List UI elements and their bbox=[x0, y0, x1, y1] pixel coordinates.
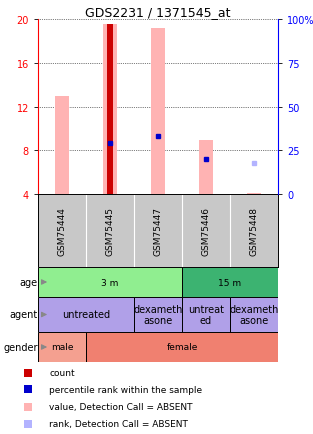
Text: agent: agent bbox=[10, 310, 38, 320]
Text: percentile rank within the sample: percentile rank within the sample bbox=[49, 385, 202, 394]
Bar bbox=[134, 297, 182, 332]
Bar bbox=[86, 332, 278, 362]
Bar bbox=[151, 29, 165, 194]
Bar bbox=[247, 193, 261, 194]
Text: age: age bbox=[20, 277, 38, 287]
Bar bbox=[182, 267, 278, 297]
Text: count: count bbox=[49, 368, 75, 378]
Text: GSM75446: GSM75446 bbox=[202, 207, 211, 256]
Text: GSM75444: GSM75444 bbox=[58, 207, 66, 255]
Bar bbox=[38, 332, 86, 362]
Text: rank, Detection Call = ABSENT: rank, Detection Call = ABSENT bbox=[49, 419, 188, 428]
Text: GSM75445: GSM75445 bbox=[105, 207, 115, 256]
Text: dexameth
asone: dexameth asone bbox=[229, 304, 279, 326]
Text: GSM75448: GSM75448 bbox=[249, 207, 259, 256]
Text: untreat
ed: untreat ed bbox=[188, 304, 224, 326]
Text: untreated: untreated bbox=[62, 310, 110, 320]
Text: GSM75447: GSM75447 bbox=[153, 207, 162, 256]
Bar bbox=[38, 297, 134, 332]
Text: male: male bbox=[51, 343, 73, 352]
Bar bbox=[199, 141, 213, 194]
Text: female: female bbox=[166, 343, 198, 352]
Bar bbox=[55, 96, 69, 194]
Bar bbox=[38, 267, 182, 297]
Text: 3 m: 3 m bbox=[101, 278, 119, 287]
Bar bbox=[182, 297, 230, 332]
Title: GDS2231 / 1371545_at: GDS2231 / 1371545_at bbox=[85, 6, 231, 19]
Bar bbox=[107, 26, 113, 194]
Bar bbox=[103, 26, 117, 194]
Text: dexameth
asone: dexameth asone bbox=[133, 304, 183, 326]
Bar bbox=[230, 297, 278, 332]
Text: gender: gender bbox=[3, 342, 38, 352]
Text: 15 m: 15 m bbox=[218, 278, 242, 287]
Text: value, Detection Call = ABSENT: value, Detection Call = ABSENT bbox=[49, 402, 193, 411]
